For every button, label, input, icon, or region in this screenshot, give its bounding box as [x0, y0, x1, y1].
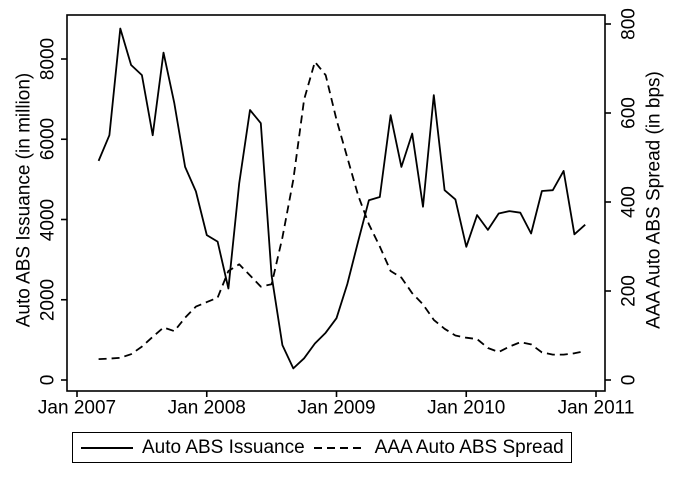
left-tick-label: 0 — [37, 374, 59, 386]
x-tick-label: Jan 2009 — [297, 397, 376, 419]
x-tick-label: Jan 2011 — [557, 397, 635, 419]
legend-label-spread: AAA Auto ABS Spread — [374, 436, 564, 458]
left-axis-title: Auto ABS Issuance (in million) — [13, 72, 35, 328]
left-tick-label: 2000 — [37, 278, 59, 321]
right-tick-label: 600 — [618, 97, 640, 129]
left-tick-label: 8000 — [37, 37, 59, 81]
plot-frame — [66, 14, 606, 392]
issuance-line — [97, 27, 586, 370]
x-tick-label: Jan 2010 — [427, 397, 506, 419]
legend-label-issuance: Auto ABS Issuance — [142, 436, 305, 458]
legend-solid-line-swatch — [81, 446, 133, 449]
legend: Auto ABS Issuance AAA Auto ABS Spread — [72, 432, 572, 463]
right-tick-label: 400 — [618, 186, 640, 218]
right-tick-label: 200 — [618, 275, 640, 307]
right-tick-label: 0 — [618, 374, 640, 386]
legend-dashed-line-swatch — [313, 446, 366, 449]
left-tick-label: 6000 — [37, 118, 59, 161]
x-tick-label: Jan 2007 — [37, 397, 117, 419]
right-axis-title: AAA Auto ABS Spread (in bps) — [643, 71, 665, 329]
spread-line — [98, 60, 586, 360]
left-tick-label: 4000 — [37, 198, 59, 241]
right-tick-label: 800 — [618, 8, 640, 40]
x-tick-label: Jan 2008 — [167, 397, 246, 419]
